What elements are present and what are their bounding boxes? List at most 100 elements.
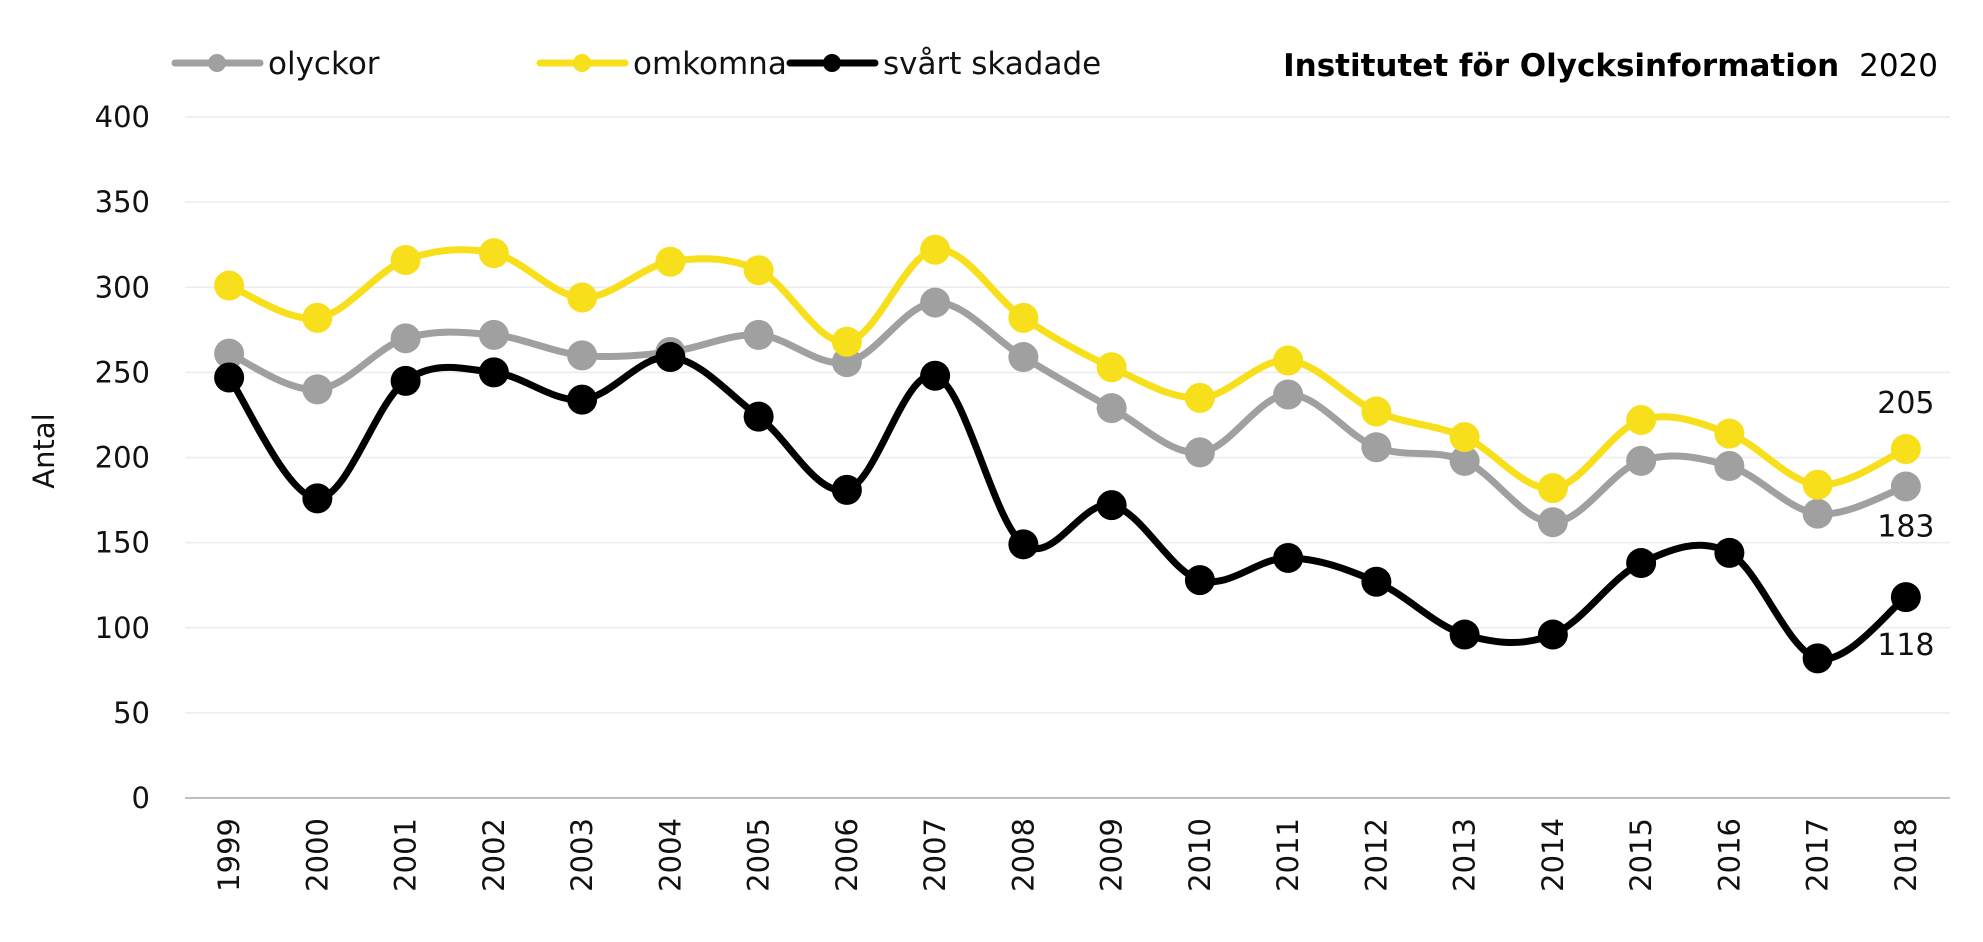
y-tick-label: 350 bbox=[95, 185, 150, 219]
data-point bbox=[1802, 643, 1833, 674]
data-point bbox=[1626, 405, 1657, 436]
x-tick-label: 2007 bbox=[918, 818, 952, 892]
x-tick-label: 2003 bbox=[565, 818, 599, 892]
x-tick-label: 2018 bbox=[1889, 818, 1923, 892]
end-data-labels: 205 183 118 bbox=[1877, 386, 1934, 663]
data-point bbox=[567, 282, 598, 313]
data-point bbox=[920, 287, 951, 318]
data-point bbox=[302, 302, 333, 333]
y-tick-label: 50 bbox=[113, 696, 150, 730]
legend-marker bbox=[823, 54, 841, 72]
data-point bbox=[478, 238, 509, 269]
data-point bbox=[1361, 432, 1392, 463]
y-tick-label: 100 bbox=[95, 611, 150, 645]
data-point bbox=[1626, 548, 1657, 579]
data-point bbox=[1273, 379, 1304, 410]
data-point bbox=[390, 365, 421, 396]
data-point bbox=[1537, 619, 1568, 650]
data-point bbox=[1361, 396, 1392, 427]
data-point bbox=[1537, 473, 1568, 504]
data-point bbox=[1802, 469, 1833, 500]
series-omkomna bbox=[214, 234, 1921, 504]
x-tick-label: 2001 bbox=[389, 818, 423, 892]
data-point bbox=[743, 319, 774, 350]
legend-label: olyckor bbox=[268, 46, 380, 82]
y-tick-label: 150 bbox=[95, 526, 150, 560]
x-tick-label: 2017 bbox=[1801, 818, 1835, 892]
series-line bbox=[225, 353, 1910, 663]
data-point bbox=[1449, 619, 1480, 650]
data-point bbox=[302, 374, 333, 405]
data-point bbox=[1273, 542, 1304, 573]
data-point bbox=[567, 340, 598, 371]
data-point bbox=[1008, 302, 1039, 333]
x-axis-tick-labels: 1999 2000 2001 2002 2003 2004 2005 2006 2007 2008… bbox=[212, 818, 1923, 892]
data-point bbox=[302, 483, 333, 514]
data-point bbox=[1096, 393, 1127, 424]
x-tick-label: 2005 bbox=[742, 818, 776, 892]
series-line bbox=[225, 246, 1910, 492]
source-org: Institutet för Olycksinformation bbox=[1283, 48, 1839, 84]
y-tick-label: 400 bbox=[95, 100, 150, 134]
data-point bbox=[1626, 445, 1657, 476]
legend-label: omkomna bbox=[633, 46, 787, 82]
data-point bbox=[831, 474, 862, 505]
x-tick-label: 2000 bbox=[300, 818, 334, 892]
data-point bbox=[1184, 565, 1215, 596]
y-axis-title: Antal bbox=[27, 413, 61, 488]
data-point bbox=[655, 342, 686, 373]
x-tick-label: 2014 bbox=[1536, 818, 1570, 892]
x-tick-label: 2009 bbox=[1095, 818, 1129, 892]
data-point bbox=[1802, 498, 1833, 529]
data-point bbox=[1096, 352, 1127, 383]
data-point bbox=[390, 323, 421, 354]
end-data-label: 118 bbox=[1877, 628, 1934, 663]
x-tick-label: 2015 bbox=[1624, 818, 1658, 892]
data-point bbox=[743, 255, 774, 286]
data-point bbox=[1449, 422, 1480, 453]
data-point bbox=[1008, 342, 1039, 373]
gridlines bbox=[185, 116, 1950, 714]
data-point bbox=[214, 338, 245, 369]
data-point bbox=[214, 362, 245, 393]
y-axis-tick-labels: 0 50 100 150 200 250 300 350 400 bbox=[95, 100, 150, 815]
x-tick-label: 2011 bbox=[1271, 818, 1305, 892]
data-point bbox=[1184, 382, 1215, 413]
data-point bbox=[1890, 433, 1921, 464]
source-year: 2020 bbox=[1859, 48, 1938, 84]
data-point bbox=[1449, 445, 1480, 476]
x-tick-label: 2016 bbox=[1712, 818, 1746, 892]
x-tick-label: 2006 bbox=[830, 818, 864, 892]
x-tick-label: 2008 bbox=[1006, 818, 1040, 892]
legend-marker bbox=[573, 54, 591, 72]
data-point bbox=[390, 245, 421, 276]
data-point bbox=[831, 326, 862, 357]
data-point bbox=[1890, 471, 1921, 502]
x-tick-label: 2010 bbox=[1183, 818, 1217, 892]
data-point bbox=[743, 401, 774, 432]
data-point bbox=[1714, 418, 1745, 449]
series-olyckor bbox=[214, 287, 1921, 538]
data-point bbox=[1184, 437, 1215, 468]
data-point bbox=[1890, 582, 1921, 613]
x-tick-label: 2002 bbox=[477, 818, 511, 892]
x-tick-label: 2004 bbox=[653, 818, 687, 892]
legend-item: svårt skadade bbox=[786, 46, 1101, 82]
series-group bbox=[214, 234, 1921, 674]
data-point bbox=[567, 384, 598, 415]
legend-label: svårt skadade bbox=[883, 46, 1101, 82]
data-point bbox=[920, 234, 951, 265]
data-point bbox=[1537, 507, 1568, 538]
series-svart-skadade bbox=[214, 342, 1921, 674]
end-data-label: 205 bbox=[1877, 386, 1934, 421]
data-point bbox=[478, 319, 509, 350]
y-tick-label: 200 bbox=[95, 441, 150, 475]
legend-item: omkomna bbox=[536, 46, 787, 82]
data-point bbox=[1714, 537, 1745, 568]
y-tick-label: 250 bbox=[95, 355, 150, 389]
source-credit: Institutet för Olycksinformation 2020 bbox=[1283, 48, 1938, 84]
end-data-label: 183 bbox=[1877, 509, 1934, 544]
x-tick-label: 1999 bbox=[212, 818, 246, 892]
y-tick-label: 300 bbox=[95, 270, 150, 304]
